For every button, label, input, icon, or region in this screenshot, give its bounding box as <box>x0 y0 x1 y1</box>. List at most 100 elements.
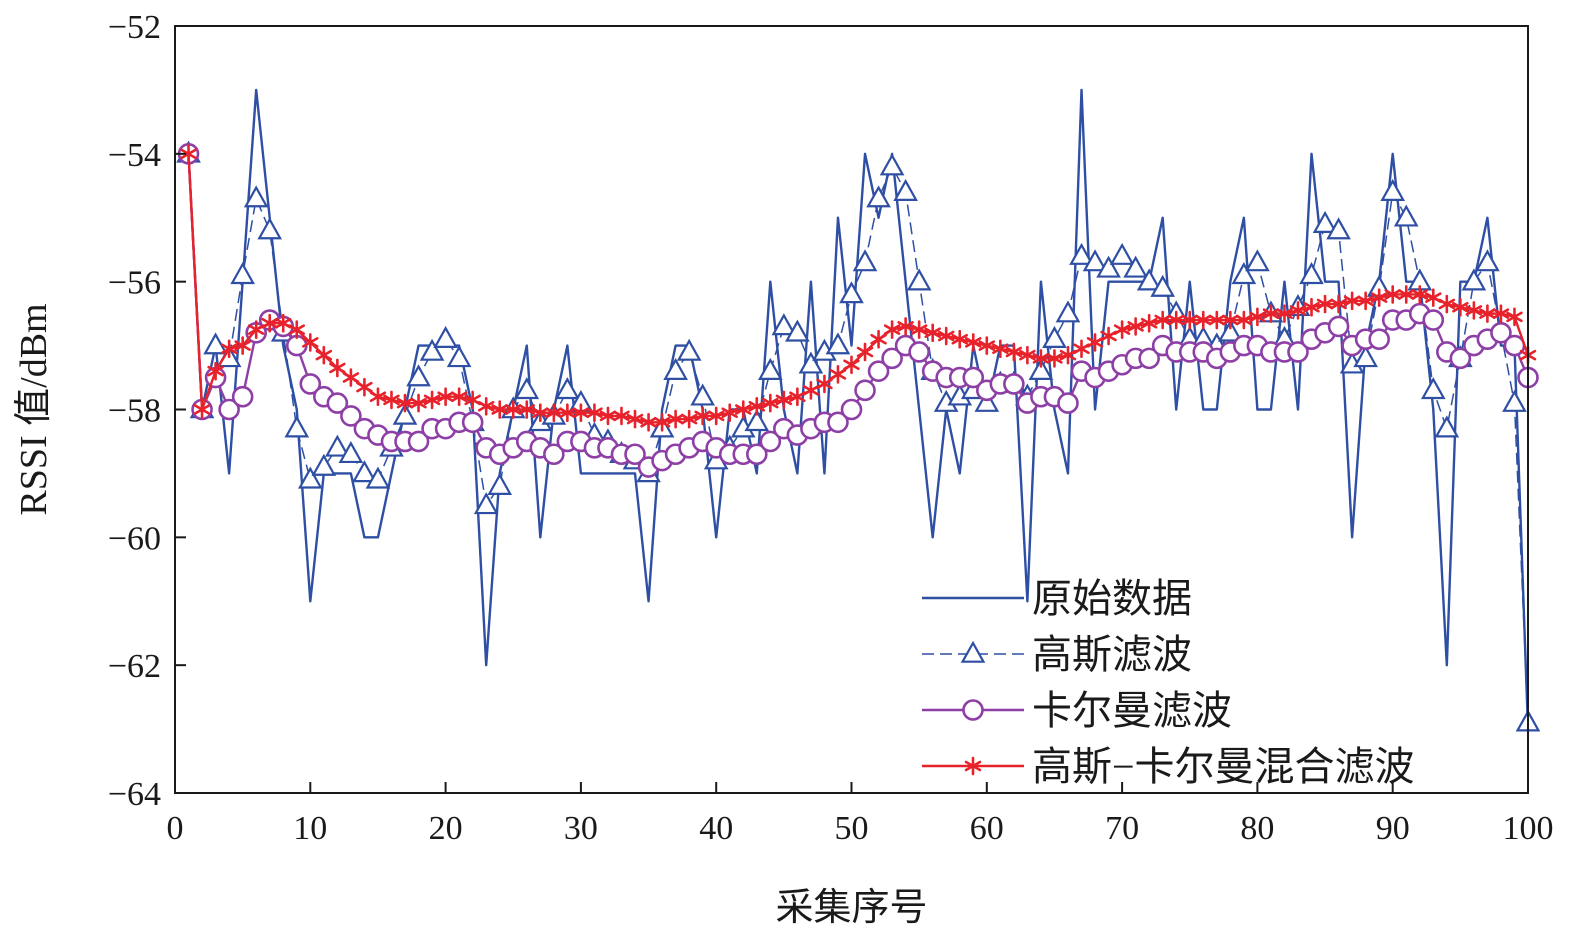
x-tick-label: 0 <box>167 810 184 847</box>
data-point <box>667 409 684 429</box>
data-point <box>193 400 211 419</box>
data-point <box>369 387 387 407</box>
data-point <box>261 313 278 333</box>
data-point <box>694 406 711 426</box>
data-point <box>1249 307 1266 327</box>
data-point <box>433 325 458 348</box>
data-point <box>1086 333 1104 352</box>
data-point <box>545 403 563 422</box>
data-point <box>586 403 603 422</box>
data-point <box>1490 321 1512 344</box>
data-point <box>311 453 337 476</box>
data-point <box>406 364 431 387</box>
data-point <box>789 387 806 407</box>
data-point <box>910 320 928 339</box>
data-point <box>288 320 305 339</box>
data-point <box>1109 242 1135 265</box>
data-point <box>1195 310 1212 330</box>
data-point <box>491 400 508 419</box>
data-point <box>230 262 255 285</box>
data-point <box>897 317 914 336</box>
data-point <box>1326 217 1351 240</box>
data-point <box>735 400 752 419</box>
data-point <box>707 406 725 426</box>
data-point <box>1289 301 1307 320</box>
data-point <box>883 320 901 339</box>
data-point <box>1028 357 1054 380</box>
data-point <box>1393 204 1419 227</box>
data-point <box>908 341 930 363</box>
data-point <box>1140 313 1158 333</box>
data-point <box>879 153 905 176</box>
x-tick-label: 90 <box>1376 810 1410 847</box>
legend-item: 高斯滤波 <box>922 632 1192 677</box>
data-point <box>473 492 499 515</box>
data-point <box>974 389 1000 412</box>
data-point <box>893 178 918 201</box>
data-point <box>924 323 941 343</box>
data-point <box>962 366 985 389</box>
legend-item: 原始数据 <box>922 576 1192 621</box>
data-point <box>1136 268 1162 291</box>
data-point <box>775 390 793 410</box>
data-point <box>396 393 414 413</box>
data-point <box>829 365 847 384</box>
data-point <box>762 393 779 413</box>
data-point <box>207 361 224 381</box>
data-point <box>340 405 362 427</box>
legend-item: 高斯−卡尔曼混合滤波 <box>922 744 1415 789</box>
data-point <box>231 385 254 408</box>
data-point <box>352 460 377 483</box>
data-point <box>1398 285 1415 304</box>
data-point <box>1434 415 1460 438</box>
data-point <box>1057 392 1079 414</box>
data-point <box>839 281 864 304</box>
legend-marker <box>964 756 982 776</box>
y-tick-label: −62 <box>108 648 161 685</box>
legend-item: 卡尔曼滤波 <box>922 688 1232 733</box>
data-point <box>1096 255 1121 278</box>
data-point <box>1100 326 1117 346</box>
y-axis-title: RSSI 值/dBm <box>13 303 55 515</box>
data-point <box>867 360 890 382</box>
data-point <box>326 392 349 414</box>
data-point <box>1287 341 1309 363</box>
data-point <box>338 440 364 464</box>
data-point <box>992 339 1009 359</box>
data-point <box>325 434 350 457</box>
data-point <box>423 390 441 410</box>
data-point <box>1422 309 1445 331</box>
data-point <box>410 393 427 413</box>
data-point <box>676 338 702 361</box>
y-tick-label: −60 <box>108 520 161 557</box>
data-point <box>1479 304 1496 323</box>
data-point <box>798 351 824 374</box>
data-point <box>624 443 646 466</box>
data-point <box>1411 285 1428 304</box>
y-tick-label: −64 <box>108 776 161 813</box>
legend-marker <box>962 699 984 721</box>
data-point <box>419 338 445 361</box>
data-point <box>870 329 887 349</box>
data-point <box>866 185 891 208</box>
data-point <box>299 373 322 395</box>
data-point <box>1150 274 1176 297</box>
data-point <box>1492 304 1510 323</box>
x-axis-title: 采集序号 <box>775 887 927 929</box>
data-point <box>203 332 228 355</box>
data-point <box>599 406 617 426</box>
data-point <box>1312 210 1338 233</box>
data-point <box>613 406 630 426</box>
data-point <box>365 466 391 489</box>
data-point <box>854 379 876 402</box>
data-point <box>284 415 310 438</box>
data-point <box>653 412 671 432</box>
legend-marker <box>960 640 986 663</box>
data-point <box>257 217 283 240</box>
data-point <box>1502 389 1527 412</box>
data-point <box>437 387 454 407</box>
data-point <box>759 430 782 453</box>
data-point <box>1055 300 1081 323</box>
